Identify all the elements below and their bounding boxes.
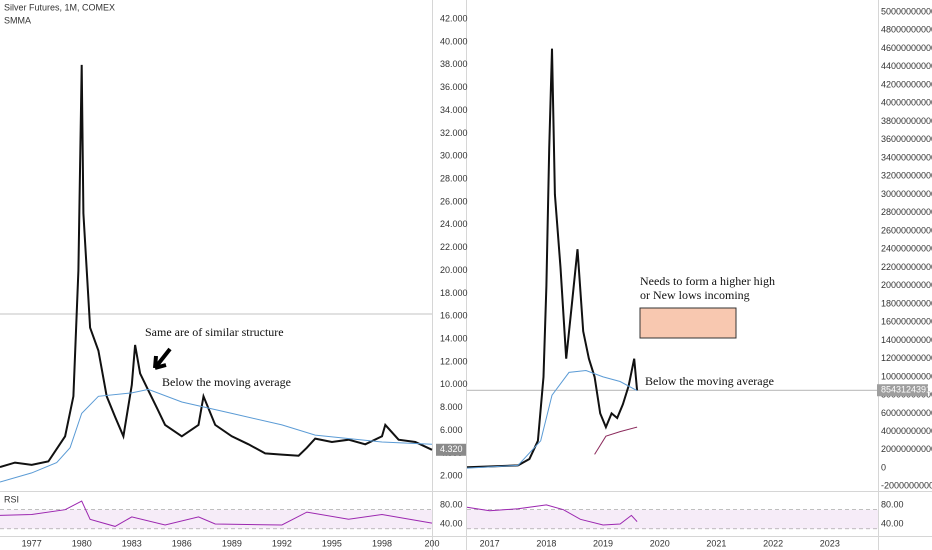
y-tick-label: 36000000000000	[881, 134, 932, 144]
series-line	[466, 48, 639, 469]
y-tick-label: -2000000000000	[881, 481, 932, 491]
y-tick-label: 26.000	[440, 196, 468, 206]
rsi-label: RSI	[4, 494, 19, 504]
y-tick-label: 10000000000000	[881, 371, 932, 381]
x-tick-label: 2020	[650, 538, 670, 548]
price-label: 4.320	[440, 444, 463, 454]
y-tick-label: 12000000000000	[881, 353, 932, 363]
y-tick-label: 40000000000000	[881, 98, 932, 108]
y-tick-label: 24000000000000	[881, 244, 932, 254]
x-tick-label: 200	[424, 538, 439, 548]
chart-title: Silver Futures, 1M, COMEX	[4, 2, 115, 12]
y-tick-label: 30000000000000	[881, 189, 932, 199]
annotation: or New lows incoming	[640, 288, 750, 302]
y-tick-label: 50000000000000	[881, 6, 932, 16]
y-tick-label: 18000000000000	[881, 298, 932, 308]
y-tick-label: 6000000000000	[881, 408, 932, 418]
y-tick-label: 34.000	[440, 105, 468, 115]
rsi-band	[0, 509, 432, 529]
y-tick-label: 24.000	[440, 219, 468, 229]
x-tick-label: 2018	[536, 538, 556, 548]
y-tick-label: 26000000000000	[881, 225, 932, 235]
x-tick-label: 1992	[272, 538, 292, 548]
indicator-label: SMMA	[4, 15, 31, 25]
price-label: 85431243914	[881, 385, 932, 395]
annotation: Below the moving average	[162, 375, 291, 389]
y-tick-label: 30.000	[440, 151, 468, 161]
annotation: Same are of similar structure	[145, 325, 284, 339]
y-tick-label: 16000000000000	[881, 317, 932, 327]
x-tick-label: 2021	[706, 538, 726, 548]
annotation: Needs to form a higher high	[640, 274, 775, 288]
x-tick-label: 1977	[22, 538, 42, 548]
rsi-tick-label: 40.00	[440, 518, 463, 528]
arrow	[153, 347, 172, 370]
y-tick-label: 16.000	[440, 311, 468, 321]
y-tick-label: 14.000	[440, 334, 468, 344]
series-line	[0, 388, 433, 483]
y-tick-label: 32000000000000	[881, 171, 932, 181]
y-tick-label: 48000000000000	[881, 25, 932, 35]
y-tick-label: 46000000000000	[881, 43, 932, 53]
y-tick-label: 0	[881, 462, 886, 472]
y-tick-label: 42000000000000	[881, 79, 932, 89]
y-tick-label: 14000000000000	[881, 335, 932, 345]
x-tick-label: 1989	[222, 538, 242, 548]
y-tick-label: 40.000	[440, 36, 468, 46]
x-tick-label: 2023	[820, 538, 840, 548]
price-label-bg	[436, 443, 466, 456]
y-tick-label: 4000000000000	[881, 426, 932, 436]
y-tick-label: 38000000000000	[881, 116, 932, 126]
y-tick-label: 28000000000000	[881, 207, 932, 217]
price-label-bg	[877, 384, 928, 397]
y-tick-label: 36.000	[440, 82, 468, 92]
series-line	[466, 369, 638, 469]
y-tick-label: 18.000	[440, 288, 468, 298]
y-tick-label: 34000000000000	[881, 152, 932, 162]
x-tick-label: 2019	[593, 538, 613, 548]
x-tick-label: 1995	[322, 538, 342, 548]
y-tick-label: 20000000000000	[881, 280, 932, 290]
y-tick-label: 6.000	[440, 425, 463, 435]
highlight-box	[639, 307, 737, 339]
annotation: Below the moving average	[645, 374, 774, 388]
x-tick-label: 2022	[763, 538, 783, 548]
rsi-tick-label: 80.00	[440, 499, 463, 509]
x-tick-label: 1998	[372, 538, 392, 548]
series-line	[0, 500, 433, 527]
y-tick-label: 8.000	[440, 402, 463, 412]
y-tick-label: 2.000	[440, 471, 463, 481]
y-tick-label: 10.000	[440, 379, 468, 389]
rsi-tick-label: 80.00	[881, 499, 904, 509]
y-tick-label: 2000000000000	[881, 444, 932, 454]
x-tick-label: 1983	[122, 538, 142, 548]
series-line	[466, 504, 638, 526]
rsi-band	[467, 509, 878, 529]
rsi-tick-label: 40.00	[881, 518, 904, 528]
y-tick-label: 28.000	[440, 174, 468, 184]
y-tick-label: 42.000	[440, 14, 468, 24]
series-line	[0, 64, 433, 469]
x-tick-label: 1980	[72, 538, 92, 548]
x-tick-label: 2017	[480, 538, 500, 548]
x-tick-label: 1986	[172, 538, 192, 548]
y-tick-label: 12.000	[440, 356, 468, 366]
y-tick-label: 22.000	[440, 242, 468, 252]
y-tick-label: 32.000	[440, 128, 468, 138]
y-tick-label: 38.000	[440, 59, 468, 69]
y-tick-label: 44000000000000	[881, 61, 932, 71]
y-tick-label: 22000000000000	[881, 262, 932, 272]
series-line	[594, 426, 638, 455]
y-tick-label: 20.000	[440, 265, 468, 275]
